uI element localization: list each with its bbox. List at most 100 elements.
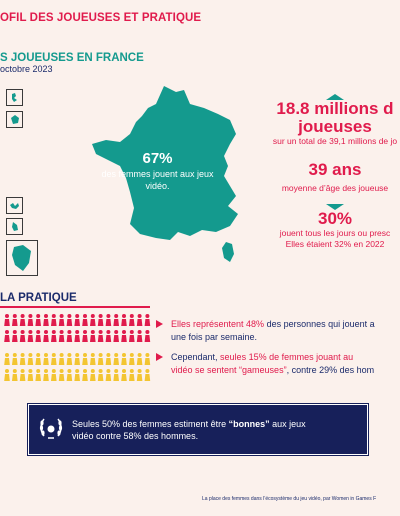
stat-small: sur un total de 39,1 millions de jo xyxy=(272,136,398,146)
stat-small: jouent tous les jours ou presc xyxy=(279,228,391,238)
bullet-arrow-icon xyxy=(156,353,163,361)
self-assessment-banner: Seules 50% des femmes estiment être “bon… xyxy=(27,403,369,456)
person-icon xyxy=(97,353,104,365)
territory-box-3 xyxy=(6,197,23,214)
person-icon xyxy=(27,314,34,326)
person-icon xyxy=(35,353,41,365)
person-icon xyxy=(19,314,26,326)
person-icon xyxy=(4,330,10,342)
icons-row-4 xyxy=(3,368,153,382)
section-title: S JOUEUSES EN FRANCE xyxy=(0,52,144,64)
person-icon xyxy=(144,330,151,342)
person-icon xyxy=(82,353,88,365)
france-map xyxy=(92,86,238,262)
person-icon xyxy=(74,314,80,326)
person-icon xyxy=(35,369,41,381)
person-icon xyxy=(19,330,26,342)
person-icon xyxy=(144,353,151,365)
person-icon xyxy=(121,353,127,365)
stat-big: 18.8 millions d xyxy=(276,99,394,118)
person-icon xyxy=(121,369,127,381)
person-icon xyxy=(82,314,88,326)
person-icon xyxy=(27,353,34,365)
person-icon xyxy=(136,369,143,381)
person-icon xyxy=(66,369,73,381)
banner-post: aux jeux xyxy=(269,419,306,429)
person-icon xyxy=(66,314,73,326)
bullet-rest-2: , contre 29% des hom xyxy=(286,364,375,375)
bullet-weekly-players: Elles représentent 48% des personnes qui… xyxy=(156,318,400,343)
decrease-icon xyxy=(326,204,344,210)
person-icon xyxy=(136,353,143,365)
icons-row-1 xyxy=(3,313,153,327)
stat-players-count: 18.8 millions d joueuses sur un total de… xyxy=(250,94,400,147)
section-subtitle: octobre 2023 xyxy=(0,64,53,74)
person-icon xyxy=(66,330,73,342)
corsica-shape xyxy=(222,242,234,262)
person-icon xyxy=(129,330,135,342)
bullet-highlight: Elles représentent 48% xyxy=(171,319,265,329)
person-icon xyxy=(105,314,112,326)
bullet-gamers: Cependant, seules 15% de femmes jouant a… xyxy=(156,351,400,376)
person-icon xyxy=(121,330,127,342)
stat-daily-players: 30% jouent tous les jours ou presc Elles… xyxy=(250,204,400,250)
person-icon xyxy=(58,353,65,365)
person-icon xyxy=(12,330,18,342)
footer-source: La place des femmes dans l’écosystème du… xyxy=(202,496,377,502)
practice-underline xyxy=(0,306,150,308)
banner-text: Seules 50% des femmes estiment être “bon… xyxy=(72,418,362,442)
map-text: des femmes jouent aux jeux vidéo. xyxy=(101,169,214,191)
person-icon xyxy=(58,369,65,381)
person-icon xyxy=(12,314,18,326)
banner-line-2: vidéo contre 58% des hommes. xyxy=(72,431,199,441)
person-icon xyxy=(74,369,80,381)
practice-title: LA PRATIQUE xyxy=(0,292,77,304)
bullet-line-2: une fois par semaine. xyxy=(171,331,258,342)
person-icon xyxy=(43,330,49,342)
person-icon xyxy=(144,369,151,381)
person-icon xyxy=(82,369,88,381)
person-icon xyxy=(136,330,143,342)
person-icon xyxy=(4,314,10,326)
person-icon xyxy=(113,369,119,381)
person-icon xyxy=(105,330,112,342)
bullet-rest: des personnes qui jouent a xyxy=(264,319,375,329)
bullet-highlight-2: vidéo se sentent “gameuses” xyxy=(171,364,287,375)
banner-bold: “bonnes” xyxy=(228,419,270,429)
person-icon xyxy=(121,314,127,326)
person-icon xyxy=(105,353,112,365)
person-icons xyxy=(4,369,151,381)
bullet-arrow-icon xyxy=(156,320,163,328)
person-icon xyxy=(90,330,96,342)
increase-icon xyxy=(326,94,344,100)
mainland-france-shape xyxy=(92,86,238,240)
icons-row-3 xyxy=(3,352,153,366)
bullet-pre: Cependant, xyxy=(171,352,221,362)
stat-big-2: joueuses xyxy=(298,117,372,136)
person-icon xyxy=(144,314,151,326)
person-icon xyxy=(4,353,10,365)
person-icon xyxy=(58,314,65,326)
person-icon xyxy=(129,314,135,326)
person-icon xyxy=(27,330,34,342)
stat-big: 39 ans xyxy=(308,160,362,179)
person-icon xyxy=(51,330,57,342)
person-icon xyxy=(51,369,57,381)
person-icon xyxy=(97,369,104,381)
person-icon xyxy=(66,353,73,365)
person-icon xyxy=(136,314,143,326)
page-title: OFIL DES JOUEUSES ET PRATIQUE xyxy=(0,12,202,24)
person-icon xyxy=(97,314,104,326)
bullet-highlight: seules 15% de femmes jouant au xyxy=(220,352,354,362)
person-icons xyxy=(4,314,151,326)
person-icon xyxy=(74,330,80,342)
person-icon xyxy=(43,353,49,365)
person-icon xyxy=(58,330,65,342)
person-icon xyxy=(113,353,119,365)
person-icon xyxy=(113,314,119,326)
person-icon xyxy=(27,369,34,381)
stat-big: 30% xyxy=(317,209,353,228)
territory-box-4 xyxy=(6,218,23,235)
person-icon xyxy=(35,314,41,326)
stat-small: moyenne d’âge des joueuse xyxy=(281,183,389,193)
